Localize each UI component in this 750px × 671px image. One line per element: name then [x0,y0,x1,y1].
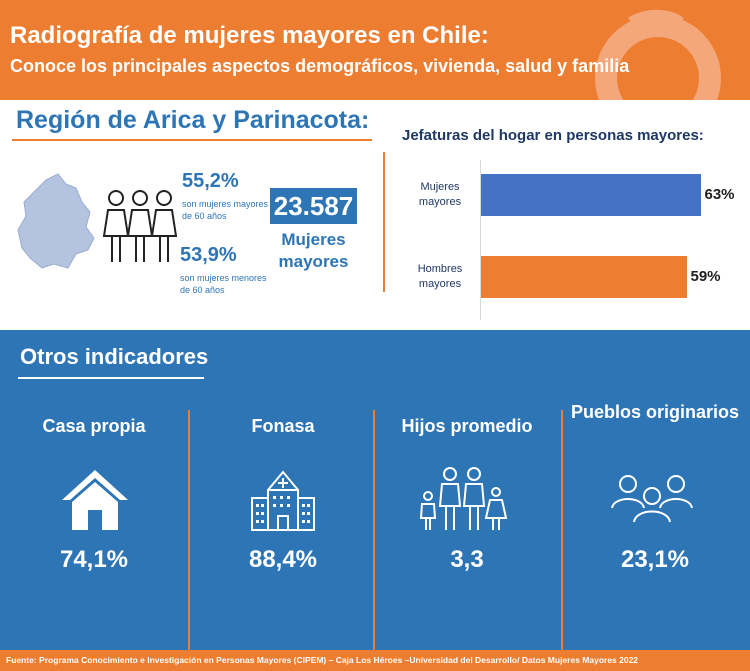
household-heads-chart: Mujeres mayores 63% Hombres mayores 59% [404,160,735,320]
indicator-indigenous-label: Pueblos originarios [570,402,740,422]
hospital-icon [251,470,315,531]
indicators-panel: Otros indicadores Casa propia 74,1% Fona… [0,330,750,671]
chart-category-label: Mujeres mayores [418,181,462,208]
indicator-divider [188,410,190,650]
logo-circle-icon [595,9,721,100]
region-title-underline [12,139,372,141]
stat-under-60-label: son mujeres menores de 60 años [180,273,267,295]
header-banner: Radiografía de mujeres mayores en Chile:… [0,0,750,100]
chart-bar [480,174,701,216]
chart-bar [480,256,687,298]
region-title: Región de Arica y Parinacota: [16,106,370,134]
chart-value-label: 63% [704,186,735,203]
women-count-label: Mujeres mayores [278,230,349,271]
footer-source: Fuente: Programa Conocimiento e Investig… [6,655,639,665]
stat-over-60-label: son mujeres mayores de 60 años [182,199,269,221]
stat-over-60-value: 55,2% [182,170,239,192]
chart-axis-line [480,160,481,320]
region-map-icon [17,173,95,269]
indicator-home-value: 74,1% [59,546,129,573]
indicator-divider [561,410,563,650]
stat-under-60-value: 53,9% [180,244,237,266]
indicator-fonasa-label: Fonasa [251,416,315,436]
indicator-fonasa-value: 88,4% [248,546,318,573]
indicators-title-underline [18,377,204,379]
indicator-divider [373,410,375,650]
chart-category-label: Hombres mayores [417,263,463,290]
community-icon [611,475,693,523]
indicator-children-value: 3,3 [450,546,484,573]
chart-value-label: 59% [690,268,721,285]
house-icon [62,470,128,530]
indicator-indigenous-value: 23,1% [620,546,690,573]
footer-bar: Fuente: Programa Conocimiento e Investig… [0,650,750,671]
women-count-value: 23.587 [270,188,357,224]
indicator-children-label: Hijos promedio [401,416,533,436]
family-icon [419,467,508,530]
indicator-home-label: Casa propia [42,416,146,436]
header-subtitle: Conoce los principales aspectos demográf… [10,56,630,76]
chart-separator [383,152,385,292]
chart-title: Jefaturas del hogar en personas mayores: [402,127,704,144]
header-title: Radiografía de mujeres mayores en Chile: [10,22,489,49]
indicators-title: Otros indicadores [20,344,209,369]
women-group-icon [102,190,178,262]
